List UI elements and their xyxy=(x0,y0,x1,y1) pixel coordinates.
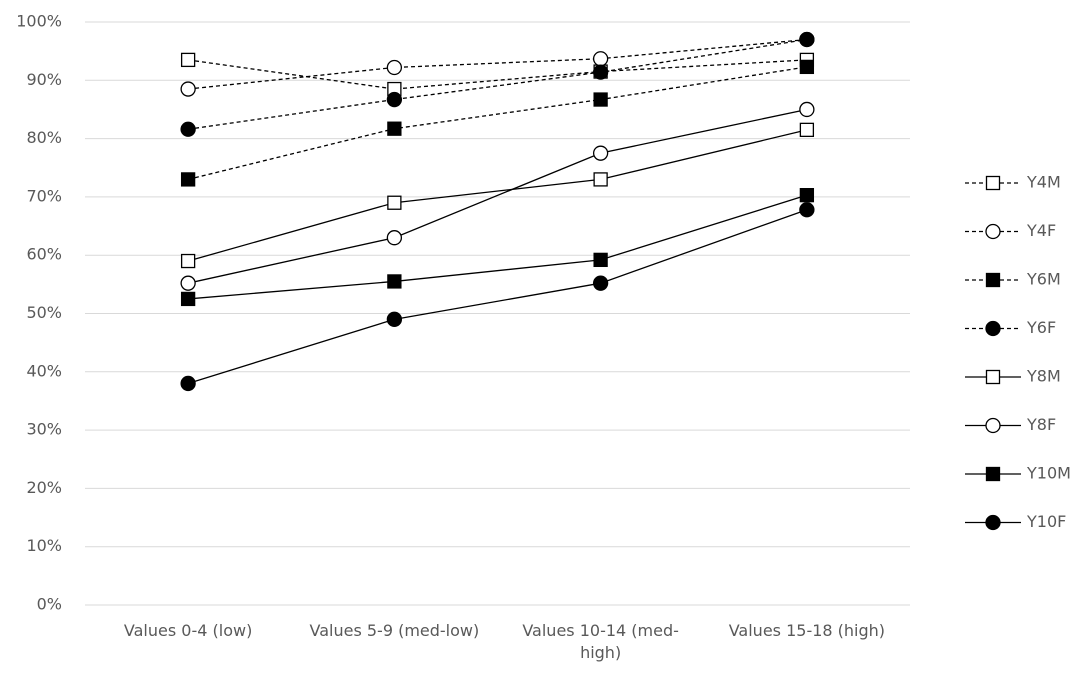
y-tick-label: 10% xyxy=(26,536,62,555)
data-point xyxy=(592,275,609,291)
y-tick-label: 80% xyxy=(26,128,62,147)
y-tick-label: 60% xyxy=(26,245,62,264)
y-tick-label: 50% xyxy=(26,303,62,322)
legend-label: Y10M xyxy=(1026,464,1071,483)
data-point xyxy=(387,121,402,136)
legend-marker xyxy=(985,272,1001,288)
y-tick-label: 40% xyxy=(26,361,62,380)
data-point xyxy=(386,311,403,327)
series-line xyxy=(188,194,808,300)
legend-label: Y10F xyxy=(1026,512,1066,531)
series-line xyxy=(187,66,807,181)
legend-marker xyxy=(985,514,1001,531)
series-line xyxy=(187,129,808,262)
data-point xyxy=(180,121,196,137)
y-tick-label: 90% xyxy=(26,70,62,89)
data-point xyxy=(386,59,403,76)
y-tick-label: 0% xyxy=(37,595,62,614)
legend-marker xyxy=(985,417,1001,434)
data-point xyxy=(180,253,196,269)
y-tick-label: 100% xyxy=(16,12,62,31)
data-point xyxy=(386,91,403,108)
data-point xyxy=(799,188,815,203)
legend-marker xyxy=(985,223,1001,240)
data-point xyxy=(180,375,196,392)
data-point xyxy=(180,291,196,307)
legend-label: Y6F xyxy=(1026,318,1056,337)
y-tick-label: 20% xyxy=(26,478,62,497)
data-point xyxy=(386,230,403,246)
data-point xyxy=(593,252,608,268)
data-point xyxy=(387,274,402,289)
data-point xyxy=(799,202,815,218)
legend-marker xyxy=(985,466,1001,482)
series-line xyxy=(188,38,807,90)
legend-marker xyxy=(985,320,1001,337)
y-tick-label: 30% xyxy=(26,420,62,439)
x-tick-label: Values 5-9 (med-low) xyxy=(309,621,480,640)
data-point xyxy=(592,145,609,161)
series-line xyxy=(187,108,808,284)
data-point xyxy=(799,122,815,138)
data-point xyxy=(180,172,196,187)
data-point xyxy=(799,31,815,48)
series-line xyxy=(187,209,808,385)
legend-marker xyxy=(985,369,1001,385)
legend-label: Y6M xyxy=(1026,270,1061,289)
data-point xyxy=(180,275,196,291)
x-tick-label: Values 0-4 (low) xyxy=(123,621,253,640)
series-line xyxy=(188,59,807,90)
legend-label: Y8F xyxy=(1026,415,1056,434)
data-point xyxy=(799,101,815,118)
series-line xyxy=(188,38,807,130)
data-point xyxy=(593,172,608,187)
data-point xyxy=(387,195,402,210)
data-point xyxy=(180,81,196,97)
data-point xyxy=(592,64,609,80)
legend-marker xyxy=(985,175,1001,191)
data-point xyxy=(799,59,815,75)
legend-label: Y4M xyxy=(1026,173,1061,192)
data-point xyxy=(592,51,609,67)
legend-label: Y4F xyxy=(1026,221,1056,240)
x-tick-label: Values 15-18 (high) xyxy=(728,621,886,640)
x-tick-label: Values 10-14 (med-high) xyxy=(522,621,679,662)
data-point xyxy=(180,52,196,68)
legend-label: Y8M xyxy=(1026,367,1061,386)
data-point xyxy=(593,92,608,107)
y-tick-label: 70% xyxy=(26,186,62,205)
